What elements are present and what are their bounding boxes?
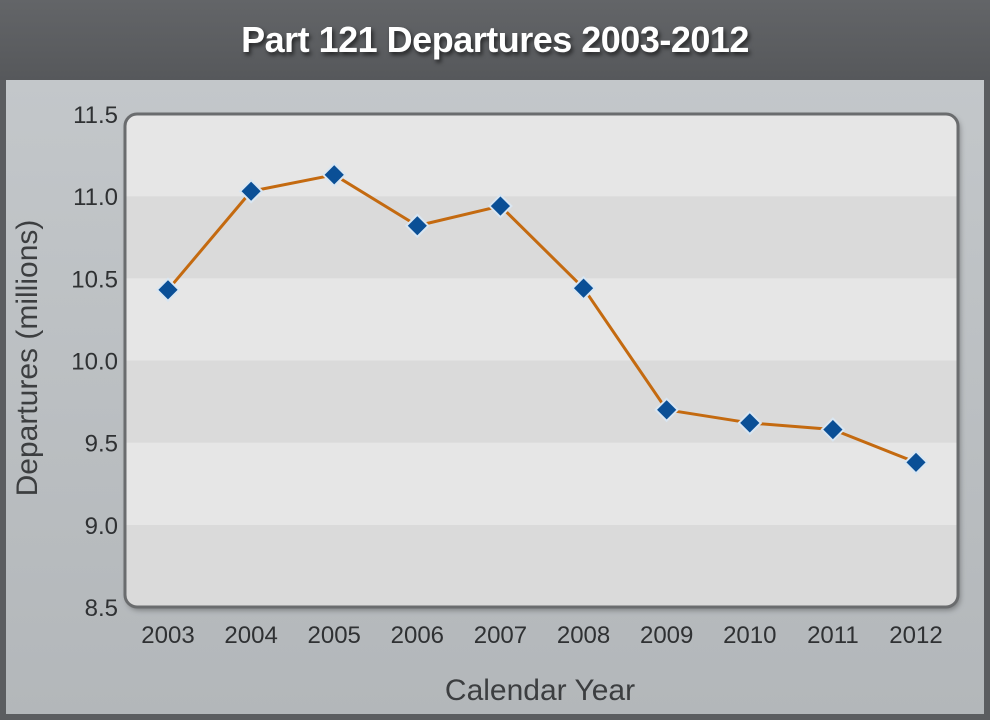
x-tick-label: 2004 <box>224 622 277 649</box>
chart-title: Part 121 Departures 2003-2012 <box>241 19 749 60</box>
y-tick-label: 9.5 <box>85 431 118 458</box>
data-point-marker <box>654 397 680 423</box>
data-point-marker <box>321 162 347 188</box>
x-tick-label: 2005 <box>308 622 361 649</box>
x-tick-label: 2006 <box>391 622 444 649</box>
y-axis-ticks: 8.5 9.0 9.5 10.0 10.5 11.0 11.5 <box>71 102 118 622</box>
plot-area-border <box>123 112 960 609</box>
grid-bands <box>125 114 958 607</box>
y-axis-label: Departures (millions) <box>11 220 44 497</box>
grid-band <box>125 196 958 279</box>
x-tick-label: 2012 <box>889 622 942 649</box>
data-point-marker <box>820 417 846 442</box>
series-line <box>166 173 917 464</box>
data-point-marker <box>488 193 513 219</box>
x-tick-label: 2008 <box>557 622 610 649</box>
grid-band <box>125 114 958 197</box>
data-point-marker <box>903 449 929 475</box>
title-bar: Part 121 Departures 2003-2012 <box>0 0 990 80</box>
x-axis-label: Calendar Year <box>445 674 635 707</box>
data-point-marker <box>571 275 596 301</box>
y-tick-label: 10.0 <box>71 349 118 376</box>
x-axis-ticks: 2003 2004 2005 2006 2007 2008 2009 2010 2011 2012 <box>141 622 942 649</box>
x-tick-label: 2009 <box>640 622 693 649</box>
grid-band <box>125 442 958 525</box>
x-tick-label: 2007 <box>474 622 527 649</box>
y-tick-label: 11.0 <box>73 184 118 211</box>
y-tick-label: 9.0 <box>85 513 118 540</box>
x-tick-label: 2003 <box>141 622 194 649</box>
data-point-marker <box>404 213 430 239</box>
grid-band <box>125 524 958 607</box>
data-point-marker <box>238 178 264 204</box>
x-tick-label: 2010 <box>723 622 776 649</box>
grid-band <box>125 278 958 361</box>
y-tick-label: 8.5 <box>85 595 118 622</box>
series-markers <box>155 162 929 475</box>
data-point-marker <box>737 410 763 436</box>
data-point-marker <box>155 277 181 303</box>
x-tick-label: 2011 <box>807 622 859 649</box>
y-tick-label: 10.5 <box>71 266 118 293</box>
y-tick-label: 11.5 <box>73 102 118 129</box>
